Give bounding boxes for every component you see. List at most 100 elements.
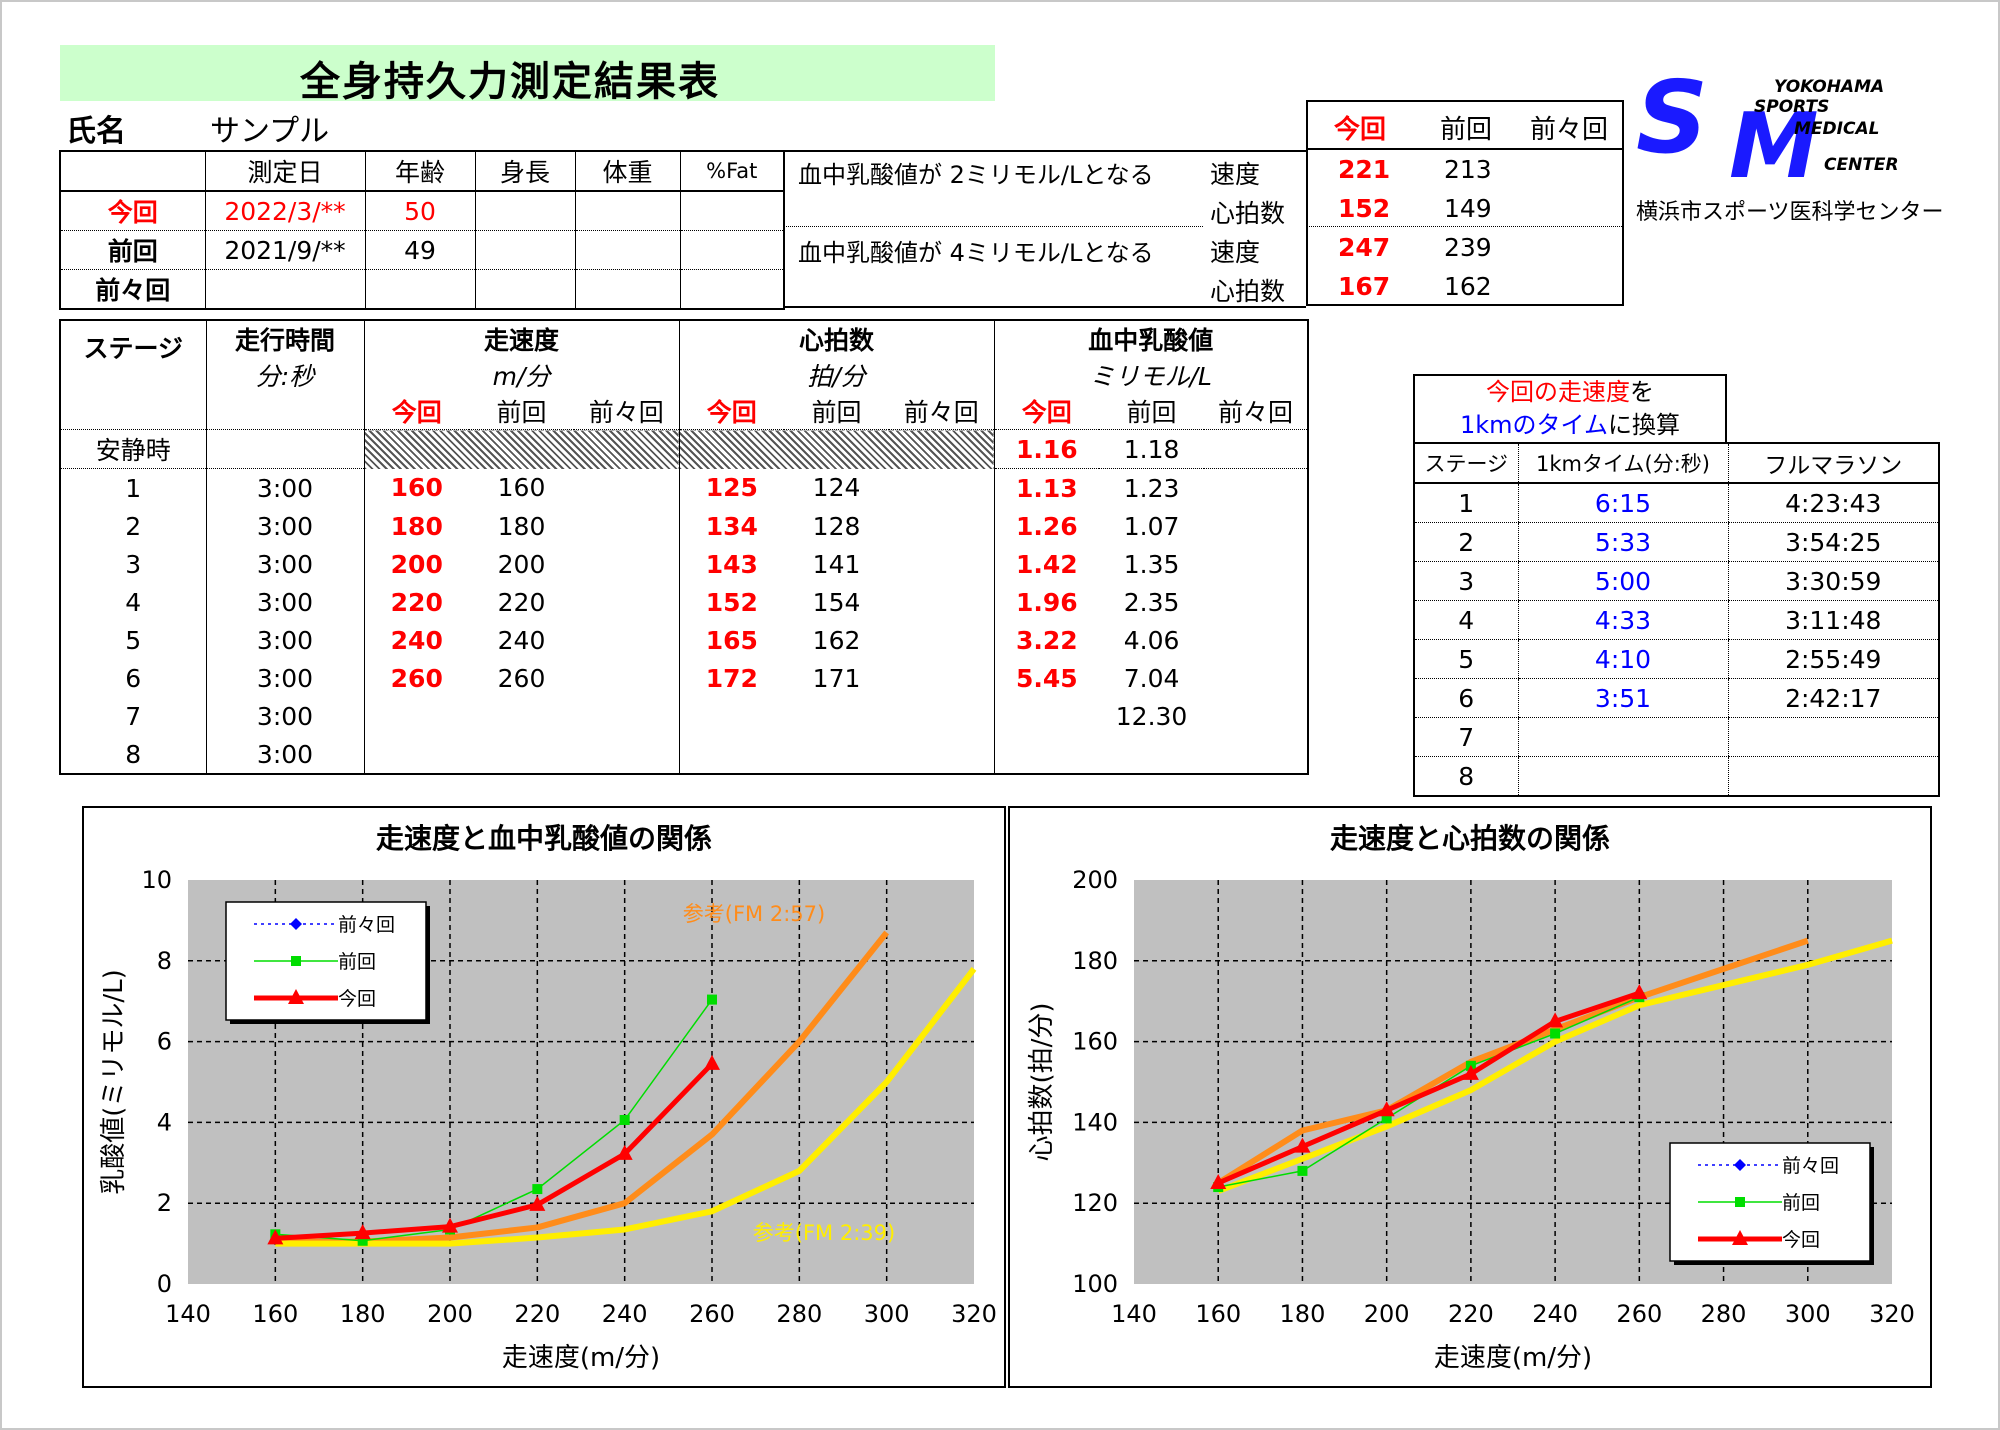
hr-previous: 141: [812, 549, 861, 579]
km-time: 4:33: [1517, 600, 1728, 640]
km-full-marathon: 4:23:43: [1727, 483, 1939, 523]
y-tick-label: 0: [157, 1270, 172, 1298]
stage-row: 1 3:00 160 160 125 124 1.13 1.23: [60, 468, 1309, 507]
km-stage: 8: [1413, 756, 1518, 797]
y-tick-label: 100: [1072, 1270, 1118, 1298]
legend-label: 前々回: [1782, 1155, 1839, 1177]
data-point: [1734, 1159, 1746, 1171]
km-row: 2 5:33 3:54:25: [1413, 522, 1939, 562]
stage-time: 3:00: [206, 545, 365, 583]
stage-time: 3:00: [206, 659, 365, 697]
speed-previous: [469, 735, 574, 774]
speed-current: 180: [390, 511, 443, 541]
x-tick-label: 140: [165, 1300, 211, 1328]
km-full-marathon: 3:54:25: [1727, 522, 1939, 562]
lactate-before-previous: [1204, 507, 1309, 545]
data-point: [354, 1224, 371, 1240]
speed-sub-previous: 前回: [469, 393, 574, 430]
data-point: [1381, 1113, 1392, 1124]
data-point: [704, 1054, 720, 1070]
rest-label: 安静時: [60, 429, 207, 469]
threshold-divider: [1306, 226, 1622, 227]
km-row: 8: [1413, 756, 1939, 797]
lactate-before-previous: [1204, 697, 1309, 735]
chart-title: 走速度と血中乳酸値の関係: [376, 822, 712, 855]
stage-row: 7 3:00 12.30: [60, 697, 1309, 735]
hr-sub-current: 今回: [679, 393, 785, 430]
y-tick-label: 10: [141, 866, 172, 894]
hr-current: [679, 697, 784, 735]
legend-label: 前回: [1782, 1192, 1820, 1214]
y-tick-label: 160: [1072, 1028, 1118, 1056]
stage-time: 3:00: [206, 583, 365, 621]
data-point: [532, 1184, 543, 1195]
km-title-wo: を: [1630, 378, 1654, 406]
hr-before-previous: [889, 697, 995, 735]
km-title-line2: 1kmのタイムに換算: [1415, 409, 1725, 442]
lactate-previous: 1.23: [1123, 473, 1180, 503]
info-weight: [574, 230, 681, 270]
speed-header: 走速度: [364, 320, 680, 357]
hr-current: 152: [705, 587, 758, 617]
info-row-before-previous: 前々回: [59, 269, 785, 310]
x-tick-label: 220: [1448, 1300, 1494, 1328]
hr-before-previous: [889, 507, 995, 545]
km-title-line1: 今回の走速度を: [1415, 376, 1725, 409]
info-height: [474, 269, 576, 310]
data-point: [1631, 984, 1648, 1000]
lt4-speed-current: 247: [1338, 233, 1391, 262]
speed-before-previous: [574, 659, 680, 697]
chart-title: 走速度と心拍数の関係: [1330, 822, 1610, 855]
speed-current: 260: [390, 663, 443, 693]
reference-label: 参考(FM 2:39): [753, 1221, 895, 1245]
info-weight: [574, 269, 681, 310]
km-stage: 4: [1413, 600, 1518, 640]
data-point: [1550, 1028, 1561, 1039]
x-tick-label: 180: [340, 1300, 386, 1328]
x-tick-label: 240: [1532, 1300, 1578, 1328]
info-row-label: 前回: [59, 230, 206, 270]
lactate-sub-previous: 前回: [1099, 393, 1205, 430]
info-row-label: 今回: [59, 191, 206, 231]
lactate-previous: 1.07: [1123, 511, 1180, 541]
reference-label: 参考(FM 2:57): [683, 902, 825, 926]
lactate-sub-before-previous: 前々回: [1204, 393, 1309, 430]
km-row: 1 6:15 4:23:43: [1413, 483, 1939, 523]
hr-before-previous: [889, 621, 995, 659]
series-line: [275, 999, 713, 1242]
lactate-before-previous: [1204, 735, 1309, 774]
speed-before-previous: [574, 697, 680, 735]
km-row: 3 5:00 3:30:59: [1413, 561, 1939, 601]
hr-previous: 171: [812, 663, 861, 693]
lactate-current: 1.13: [1015, 473, 1078, 503]
report-title-bar: 全身持久力測定結果表: [60, 45, 995, 105]
data-point: [357, 1235, 368, 1246]
lactate-previous: 1.35: [1123, 549, 1180, 579]
time-unit: 分:秒: [206, 357, 365, 393]
smc-logo-graphic: S M YOKOHAMA SPORTS MEDICAL CENTER: [1634, 52, 1924, 199]
stage-row: 8 3:00: [60, 735, 1309, 774]
lactate-current: [994, 697, 1099, 735]
logo-caption: 横浜市スポーツ医科学センター: [1636, 200, 1944, 225]
km-row: 5 4:10 2:55:49: [1413, 639, 1939, 679]
data-point: [529, 1195, 546, 1211]
lt4-speed-label: 速度: [1210, 238, 1261, 267]
x-tick-label: 300: [1785, 1300, 1831, 1328]
svg-text:YOKOHAMA: YOKOHAMA: [1774, 77, 1884, 97]
speed-current: 160: [390, 473, 443, 503]
lactate-previous: [1099, 735, 1204, 774]
threshold-col-current: 今回: [1334, 115, 1387, 145]
km-stage: 2: [1413, 522, 1518, 562]
rest-lactate-before-previous: [1204, 429, 1309, 469]
lactate-current: 1.26: [1015, 511, 1078, 541]
series-line: [1217, 990, 1641, 1186]
info-header-weight: 体重: [574, 151, 681, 192]
lt2-speed-label: 速度: [1210, 160, 1261, 189]
km-header-stage: ステージ: [1413, 443, 1518, 484]
km-title-time: 1kmのタイム: [1459, 411, 1609, 439]
km-full-marathon: [1727, 717, 1939, 757]
y-tick-label: 120: [1072, 1189, 1118, 1217]
rest-lactate-previous: 1.18: [1099, 429, 1205, 469]
info-date: 2022/3/**: [204, 191, 366, 231]
